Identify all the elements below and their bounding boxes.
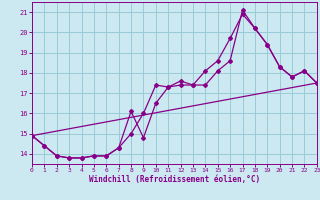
- X-axis label: Windchill (Refroidissement éolien,°C): Windchill (Refroidissement éolien,°C): [89, 175, 260, 184]
